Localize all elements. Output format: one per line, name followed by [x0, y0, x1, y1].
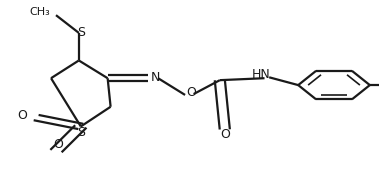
- Text: O: O: [221, 128, 230, 141]
- Text: N: N: [151, 71, 160, 84]
- Text: O: O: [18, 109, 27, 122]
- Text: S: S: [77, 26, 85, 39]
- Text: HN: HN: [252, 68, 271, 81]
- Text: O: O: [53, 138, 63, 151]
- Text: CH₃: CH₃: [29, 7, 50, 17]
- Text: S: S: [77, 126, 85, 139]
- Text: O: O: [186, 86, 196, 99]
